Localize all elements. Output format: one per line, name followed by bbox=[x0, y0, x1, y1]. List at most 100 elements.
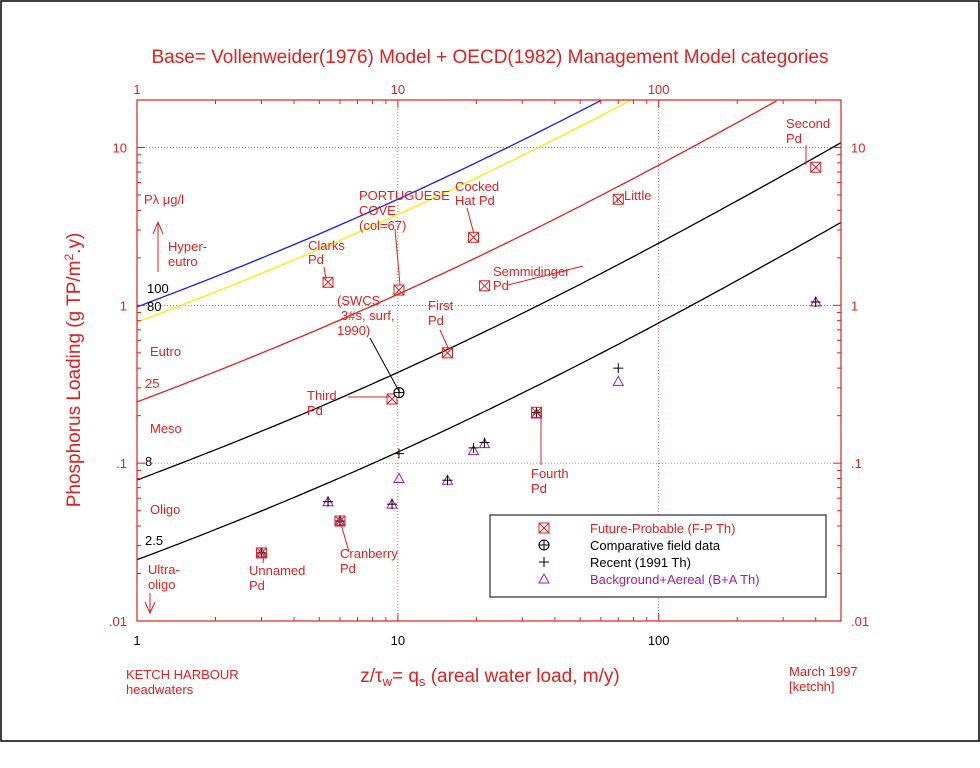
footer-location-1: KETCH HARBOUR bbox=[126, 667, 239, 682]
category-hyper: Hyper- bbox=[168, 239, 207, 254]
svg-text:Pd: Pd bbox=[428, 313, 444, 328]
boxed-x-marker bbox=[612, 193, 624, 205]
chart-title: Base= Vollenweider(1976) Model + OECD(19… bbox=[152, 47, 829, 68]
plus-marker bbox=[387, 499, 398, 510]
svg-text:Semmidinger: Semmidinger bbox=[493, 264, 570, 279]
axis-note: Pλ μg/l bbox=[144, 192, 184, 207]
triangle-marker bbox=[467, 444, 480, 456]
boxed-x-marker bbox=[393, 284, 405, 296]
svg-text:Fourth: Fourth bbox=[531, 466, 569, 481]
comparative-leader bbox=[369, 337, 401, 394]
boxed-x-marker bbox=[255, 547, 267, 559]
svg-text:Pd: Pd bbox=[493, 278, 509, 293]
annotation-leaders bbox=[262, 145, 807, 564]
footer-location-2: headwaters bbox=[126, 682, 194, 697]
legend-label-3: Background+Aereal (B+A Th) bbox=[590, 572, 760, 587]
category-ultra: Ultra- bbox=[148, 562, 180, 577]
svg-text:Pd: Pd bbox=[531, 481, 547, 496]
footer: KETCH HARBOUR headwaters March 1997 [ket… bbox=[126, 664, 858, 697]
svg-text:COVE: COVE bbox=[359, 203, 396, 218]
curve-25 bbox=[136, 100, 777, 403]
curve-100 bbox=[136, 100, 601, 308]
x-tick-label-top: 1 bbox=[133, 82, 140, 97]
data-markers bbox=[255, 161, 822, 559]
svg-text:Second: Second bbox=[786, 116, 830, 131]
svg-text:Cocked: Cocked bbox=[455, 179, 499, 194]
footer-date: March 1997 bbox=[789, 664, 858, 679]
y-tick-label: .01 bbox=[109, 614, 127, 629]
curve-2-5 bbox=[136, 221, 842, 561]
svg-text:PORTUGUESE: PORTUGUESE bbox=[359, 188, 450, 203]
axis-ticks: 1 1 10 10 100 100 .01 .01 .1 .1 1 1 10 10 bbox=[109, 82, 869, 648]
boxed-x-marker bbox=[334, 515, 346, 527]
legend-label-2: Recent (1991 Th) bbox=[590, 555, 691, 570]
svg-text:Pd: Pd bbox=[786, 131, 802, 146]
svg-text:3#s, surf,: 3#s, surf, bbox=[341, 308, 394, 323]
y-tick-label-right: .1 bbox=[851, 456, 862, 471]
plus-marker bbox=[442, 475, 453, 486]
y-tick-label: 10 bbox=[113, 141, 127, 156]
svg-text:Pd: Pd bbox=[308, 252, 324, 267]
plus-marker bbox=[468, 442, 479, 453]
y-tick-label: .1 bbox=[116, 456, 127, 471]
curve-label-2-5: 2.5 bbox=[145, 533, 163, 548]
footer-file: [ketchh] bbox=[789, 679, 835, 694]
y-tick-label-right: .01 bbox=[851, 614, 869, 629]
curve-8 bbox=[136, 142, 842, 481]
x-tick-label-top: 10 bbox=[391, 82, 405, 97]
plus-marker bbox=[393, 448, 404, 459]
category-oligo-suffix: oligo bbox=[148, 577, 175, 592]
curve-label-80: 80 bbox=[147, 299, 161, 314]
legend-label-0: Future-Probable (F-P Th) bbox=[590, 521, 735, 536]
curve-label-100: 100 bbox=[147, 281, 169, 296]
boxed-x-marker bbox=[810, 161, 822, 173]
circle-plus-marker bbox=[393, 387, 405, 399]
y-tick-label-right: 1 bbox=[851, 298, 858, 313]
curve-label-25: 25 bbox=[145, 376, 159, 391]
svg-text:Pd: Pd bbox=[340, 561, 356, 576]
triangle-marker bbox=[393, 472, 405, 483]
trophic-categories: Pλ μg/l Hyper- eutro Eutro Meso Oligo Ul… bbox=[144, 192, 207, 592]
svg-text:(col=67): (col=67) bbox=[359, 218, 406, 233]
category-eutro: Eutro bbox=[150, 344, 181, 359]
legend-label-1: Comparative field data bbox=[590, 538, 721, 553]
outer-border bbox=[0, 0, 980, 742]
reference-curves bbox=[136, 100, 842, 561]
triangle-marker bbox=[478, 437, 491, 449]
y-tick-label: 1 bbox=[120, 298, 127, 313]
svg-text:Pd: Pd bbox=[307, 403, 323, 418]
x-axis-label: z/τw= qs (areal water load, m/y) bbox=[360, 666, 619, 689]
x-tick-label-top: 100 bbox=[648, 82, 670, 97]
gridlines bbox=[137, 100, 841, 621]
svg-text:Pd: Pd bbox=[249, 578, 265, 593]
legend-marker-3 bbox=[538, 572, 550, 584]
curve-80 bbox=[136, 100, 631, 323]
x-tick-label: 10 bbox=[391, 633, 405, 648]
legend-marker-2 bbox=[539, 557, 549, 567]
curve-labels: 100 80 25 8 2.5 bbox=[145, 281, 169, 548]
category-meso: Meso bbox=[150, 421, 182, 436]
svg-text:Hat Pd: Hat Pd bbox=[455, 193, 495, 208]
plus-marker bbox=[810, 296, 821, 307]
plus-marker bbox=[479, 437, 490, 448]
y-axis-label: Phosphorus Loading (g TP/m2.y) bbox=[62, 233, 85, 508]
svg-text:Unnamed: Unnamed bbox=[249, 563, 305, 578]
curve-label-8: 8 bbox=[145, 454, 152, 469]
plus-marker bbox=[613, 363, 624, 374]
x-tick-label: 100 bbox=[648, 633, 670, 648]
category-eutro-suffix: eutro bbox=[168, 254, 198, 269]
svg-text:Little: Little bbox=[624, 188, 651, 203]
svg-text:Third: Third bbox=[307, 388, 337, 403]
legend-marker-1 bbox=[538, 539, 550, 551]
category-arrows bbox=[144, 220, 164, 615]
category-oligo: Oligo bbox=[150, 502, 180, 517]
triangle-marker bbox=[530, 407, 543, 419]
legend: Future-Probable (F-P Th) Comparative fiel… bbox=[489, 514, 827, 598]
y-tick-label-right: 10 bbox=[851, 141, 865, 156]
plot-area-border bbox=[136, 99, 842, 622]
svg-text:Cranberry: Cranberry bbox=[340, 546, 398, 561]
boxed-x-marker bbox=[479, 280, 491, 292]
boxed-x-marker bbox=[322, 276, 334, 288]
